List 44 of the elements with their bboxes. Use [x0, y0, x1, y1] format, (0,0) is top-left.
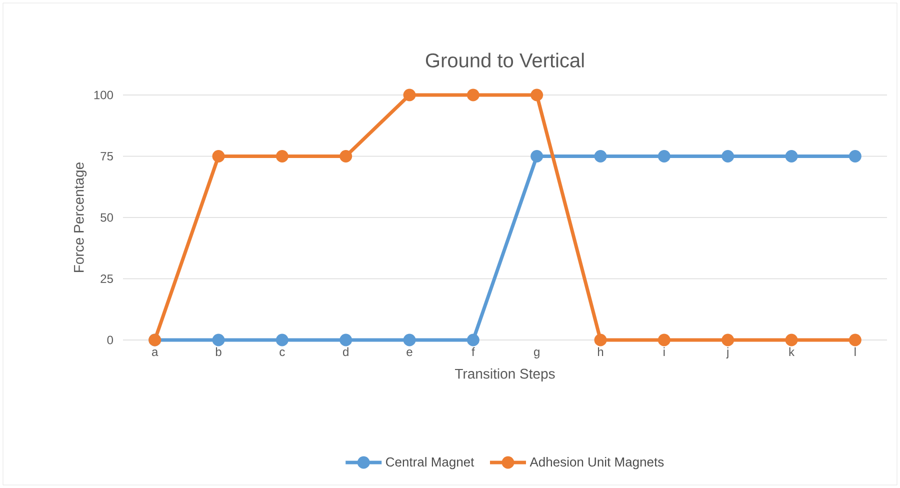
- point: [722, 150, 734, 162]
- point: [466, 334, 480, 346]
- point: [530, 150, 544, 162]
- y-tick-label: 75: [100, 152, 113, 160]
- x-tick-label: i: [664, 347, 665, 356]
- y-tick-label: 0: [107, 336, 114, 344]
- point: [594, 150, 607, 162]
- point: [212, 150, 225, 162]
- x-tick-label: f: [472, 347, 475, 356]
- point: [722, 334, 734, 346]
- legend-label: Adhesion Unit Magnets: [530, 457, 664, 470]
- y-axis-title: Force Percentage: [74, 162, 87, 272]
- x-tick-label: d: [343, 347, 348, 356]
- point: [466, 88, 480, 102]
- chart-title: Ground to Vertical: [426, 52, 584, 68]
- point: [340, 150, 352, 162]
- point: [848, 334, 862, 346]
- x-tick-label: a: [152, 350, 158, 356]
- point: [785, 334, 798, 346]
- point: [658, 334, 670, 346]
- point: [340, 334, 352, 346]
- point: [848, 150, 862, 162]
- point: [276, 150, 288, 162]
- y-tick-label: 100: [94, 90, 113, 100]
- y-tick-label: 25: [100, 274, 113, 283]
- point: [785, 150, 798, 162]
- x-tick-label: c: [280, 350, 285, 356]
- x-tick-label: h: [598, 347, 604, 356]
- point: [403, 334, 416, 346]
- x-tick-label: l: [854, 347, 856, 356]
- y-tick-label: 50: [100, 213, 114, 222]
- x-tick-label: j: [726, 347, 728, 358]
- point: [276, 334, 288, 346]
- x-axis-title: Transition Steps: [454, 368, 555, 382]
- point: [530, 88, 544, 102]
- point: [594, 334, 607, 346]
- x-tick-label: e: [406, 350, 412, 356]
- x-tick-label: k: [789, 347, 795, 356]
- x-tick-label: g: [534, 350, 540, 358]
- point: [658, 150, 670, 162]
- point: [403, 88, 416, 102]
- x-tick-label: b: [216, 347, 222, 356]
- point: [212, 334, 225, 346]
- legend-label: Central Magnet: [386, 457, 474, 470]
